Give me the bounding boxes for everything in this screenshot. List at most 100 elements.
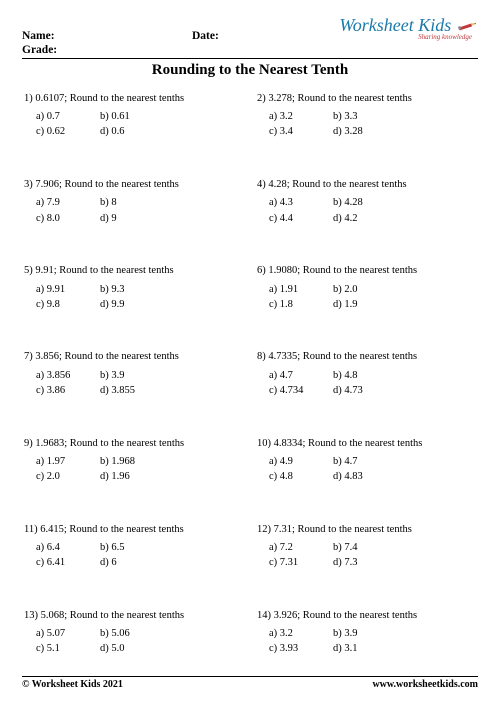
grade-label: Grade:	[22, 44, 478, 56]
option-d: d) 0.6	[100, 124, 164, 139]
option-a: a) 3.2	[269, 626, 333, 641]
question-prompt: 2) 3.278; Round to the nearest tenths	[257, 91, 476, 106]
question-options: a) 7.2b) 7.4c) 7.31d) 7.3	[257, 540, 476, 570]
question-2: 2) 3.278; Round to the nearest tenths a) …	[257, 91, 476, 153]
option-a: a) 9.91	[36, 282, 100, 297]
question-prompt: 9) 1.9683; Round to the nearest tenths	[24, 436, 243, 451]
question-options: a) 0.7b) 0.61c) 0.62d) 0.6	[24, 109, 243, 139]
question-5: 5) 9.91; Round to the nearest tenthsa) 9…	[24, 263, 243, 325]
question-options: a) 3.856b) 3.9c) 3.86d) 3.855	[24, 368, 243, 398]
option-d: d) 4.83	[333, 469, 397, 484]
option-c: c) 4.8	[269, 469, 333, 484]
question-prompt: 14) 3.926; Round to the nearest tenths	[257, 608, 476, 623]
option-b: b) 2.0	[333, 282, 397, 297]
option-c: c) 3.86	[36, 383, 100, 398]
option-b: b) 9.3	[100, 282, 164, 297]
question-options: a) 4.9b) 4.7c) 4.8d) 4.83	[257, 454, 476, 484]
question-13: 13) 5.068; Round to the nearest tenths a)…	[24, 608, 243, 670]
option-b: b) 3.9	[333, 626, 397, 641]
question-4: 4) 4.28; Round to the nearest tenths a) 4…	[257, 177, 476, 239]
question-prompt: 7) 3.856; Round to the nearest tenths	[24, 349, 243, 364]
option-c: c) 2.0	[36, 469, 100, 484]
question-8: 8) 4.7335; Round to the nearest tenths a)…	[257, 349, 476, 411]
question-options: a) 7.9b) 8c) 8.0d) 9	[24, 195, 243, 225]
question-prompt: 13) 5.068; Round to the nearest tenths	[24, 608, 243, 623]
question-prompt: 3) 7.906; Round to the nearest tenths	[24, 177, 243, 192]
question-options: a) 5.07b) 5.06c) 5.1d) 5.0	[24, 626, 243, 656]
option-c: c) 3.4	[269, 124, 333, 139]
question-prompt: 1) 0.6107; Round to the nearest tenths	[24, 91, 243, 106]
option-a: a) 7.2	[269, 540, 333, 555]
option-c: c) 7.31	[269, 555, 333, 570]
option-d: d) 9.9	[100, 297, 164, 312]
question-11: 11) 6.415; Round to the nearest tenths a)…	[24, 522, 243, 584]
question-options: a) 1.97b) 1.968c) 2.0d) 1.96	[24, 454, 243, 484]
question-prompt: 8) 4.7335; Round to the nearest tenths	[257, 349, 476, 364]
option-a: a) 1.97	[36, 454, 100, 469]
option-c: c) 5.1	[36, 641, 100, 656]
option-a: a) 5.07	[36, 626, 100, 641]
question-options: a) 4.3b) 4.28c) 4.4d) 4.2	[257, 195, 476, 225]
option-c: c) 3.93	[269, 641, 333, 656]
question-prompt: 4) 4.28; Round to the nearest tenths	[257, 177, 476, 192]
option-b: b) 1.968	[100, 454, 164, 469]
option-a: a) 4.3	[269, 195, 333, 210]
question-options: a) 1.91b) 2.0c) 1.8d) 1.9	[257, 282, 476, 312]
option-b: b) 0.61	[100, 109, 164, 124]
option-a: a) 3.856	[36, 368, 100, 383]
option-d: d) 9	[100, 211, 164, 226]
question-options: a) 9.91b) 9.3c) 9.8d) 9.9	[24, 282, 243, 312]
option-d: d) 5.0	[100, 641, 164, 656]
option-d: d) 1.96	[100, 469, 164, 484]
option-d: d) 6	[100, 555, 164, 570]
option-d: d) 3.1	[333, 641, 397, 656]
option-b: b) 5.06	[100, 626, 164, 641]
option-a: a) 0.7	[36, 109, 100, 124]
option-b: b) 4.28	[333, 195, 397, 210]
option-c: c) 0.62	[36, 124, 100, 139]
question-7: 7) 3.856; Round to the nearest tenths a) …	[24, 349, 243, 411]
question-prompt: 11) 6.415; Round to the nearest tenths	[24, 522, 243, 537]
option-a: a) 3.2	[269, 109, 333, 124]
question-14: 14) 3.926; Round to the nearest tenths a)…	[257, 608, 476, 670]
option-b: b) 3.9	[100, 368, 164, 383]
question-1: 1) 0.6107; Round to the nearest tenths a)…	[24, 91, 243, 153]
question-3: 3) 7.906; Round to the nearest tenths a) …	[24, 177, 243, 239]
question-prompt: 10) 4.8334; Round to the nearest tenths	[257, 436, 476, 451]
brand-logo: Worksheet Kids Sharing knowledge	[339, 16, 478, 41]
worksheet-title: Rounding to the Nearest Tenth	[22, 62, 478, 79]
option-b: b) 7.4	[333, 540, 397, 555]
question-options: a) 3.2b) 3.9c) 3.93d) 3.1	[257, 626, 476, 656]
question-options: a) 6.4b) 6.5c) 6.41d) 6	[24, 540, 243, 570]
copyright-text: © Worksheet Kids 2021	[22, 679, 123, 690]
date-label: Date:	[192, 30, 219, 42]
question-12: 12) 7.31; Round to the nearest tenths a) …	[257, 522, 476, 584]
header-rule	[22, 58, 478, 59]
option-a: a) 7.9	[36, 195, 100, 210]
option-b: b) 6.5	[100, 540, 164, 555]
option-c: c) 8.0	[36, 211, 100, 226]
name-label: Name:	[22, 30, 192, 42]
questions-grid: 1) 0.6107; Round to the nearest tenths a)…	[22, 91, 478, 670]
option-a: a) 6.4	[36, 540, 100, 555]
option-b: b) 8	[100, 195, 164, 210]
option-d: d) 7.3	[333, 555, 397, 570]
worksheet-header: Name: Date: Grade: Worksheet Kids Sharin…	[22, 20, 478, 56]
option-c: c) 4.4	[269, 211, 333, 226]
option-b: b) 4.7	[333, 454, 397, 469]
worksheet-footer: © Worksheet Kids 2021 www.worksheetkids.…	[22, 676, 478, 690]
question-9: 9) 1.9683; Round to the nearest tenths a)…	[24, 436, 243, 498]
option-d: d) 4.73	[333, 383, 397, 398]
option-c: c) 6.41	[36, 555, 100, 570]
option-b: b) 4.8	[333, 368, 397, 383]
question-options: a) 4.7b) 4.8c) 4.734d) 4.73	[257, 368, 476, 398]
option-d: d) 3.28	[333, 124, 397, 139]
option-c: c) 9.8	[36, 297, 100, 312]
question-10: 10) 4.8334; Round to the nearest tenths a…	[257, 436, 476, 498]
option-b: b) 3.3	[333, 109, 397, 124]
question-prompt: 12) 7.31; Round to the nearest tenths	[257, 522, 476, 537]
option-a: a) 4.7	[269, 368, 333, 383]
question-prompt: 6) 1.9080; Round to the nearest tenths	[257, 263, 476, 278]
option-d: d) 3.855	[100, 383, 164, 398]
question-6: 6) 1.9080; Round to the nearest tenths a)…	[257, 263, 476, 325]
